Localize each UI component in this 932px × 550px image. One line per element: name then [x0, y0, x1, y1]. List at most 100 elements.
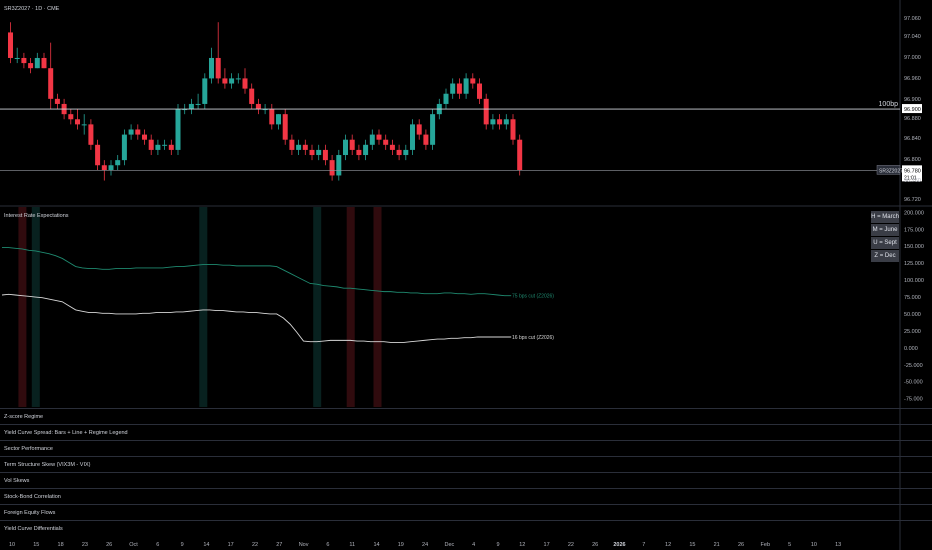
candle-body [28, 63, 34, 69]
candle-body [88, 124, 94, 145]
candle-body [430, 114, 436, 145]
candle-body [249, 88, 255, 104]
y-tick-label: 97.000 [904, 55, 921, 61]
candle-body [503, 119, 509, 125]
candle-body [48, 68, 54, 99]
x-tick-label: Dec [445, 542, 455, 548]
pane-row[interactable]: Stock-Bond Correlation [0, 488, 932, 505]
candle-body [262, 109, 268, 111]
candle-body [322, 149, 328, 161]
y-tick-label: 200.000 [904, 210, 924, 216]
price-hline-100bp: 100bp 96.900 [0, 101, 922, 114]
last-price-countdown: 21:01 [904, 175, 917, 181]
pane-row[interactable]: Yield Curve Differentials [0, 520, 932, 537]
legend-item: U = Sept [871, 237, 899, 249]
x-tick-label: 10 [811, 542, 817, 548]
x-tick-label: 14 [203, 542, 209, 548]
x-tick-label: 22 [568, 542, 574, 548]
candle-body [269, 109, 275, 125]
symbol-tag [876, 165, 901, 175]
candle-body [34, 57, 40, 69]
candle-body [309, 149, 315, 156]
contract-month-legend: H = March M = June U = Sept Z = Dec [871, 211, 899, 263]
candle-body [235, 78, 241, 80]
pane-row[interactable]: Yield Curve Spread: Bars + Line + Regime… [0, 424, 932, 441]
candle-body [396, 149, 402, 156]
symbol-tag-label: SR3Z2027 [879, 168, 903, 174]
y-tick-label: 75.000 [904, 295, 921, 301]
x-tick-label: 14 [373, 542, 379, 548]
candle-body [456, 83, 462, 94]
pane-title: Sector Performance [4, 446, 53, 452]
candle-body [316, 149, 322, 156]
candle-body [121, 134, 127, 161]
x-tick-label: 11 [349, 542, 355, 548]
x-tick-label: 26 [106, 542, 112, 548]
x-tick-label: 12 [665, 542, 671, 548]
x-tick-label: 26 [738, 542, 744, 548]
x-tick-label: 17 [228, 542, 234, 548]
candle-body [389, 144, 395, 150]
x-tick-label: 24 [422, 542, 428, 548]
y-tick-label: 25.000 [904, 329, 921, 335]
candle-body [282, 114, 288, 140]
candle-body [128, 129, 134, 135]
candle-body [477, 83, 482, 99]
candle-body [336, 155, 342, 176]
y-tick-label: 150.000 [904, 244, 924, 250]
x-tick-label: 18 [58, 542, 64, 548]
candle-body [289, 139, 295, 150]
y-tick-label: 96.900 [904, 97, 921, 103]
candle-body [349, 139, 355, 150]
candle-body [403, 149, 409, 156]
x-tick-label: 12 [519, 542, 525, 548]
x-tick-label: 7 [642, 542, 645, 548]
candle-body [510, 119, 516, 140]
y-tick-label: -75.000 [904, 397, 923, 403]
candle-body [363, 144, 369, 156]
pane-title: Stock-Bond Correlation [4, 494, 61, 500]
candle-body [302, 144, 308, 150]
pane-title: Vol Skews [4, 478, 30, 484]
candle-body [383, 139, 389, 145]
x-tick-label: 9 [181, 542, 184, 548]
candle-body [356, 149, 362, 156]
time-x-axis: 10 15 18 23 26 Oct 6 9 14 17 22 27 Nov 6 11 14 19 24 Dec 4 9… [9, 542, 841, 548]
y-tick-label: 0.000 [904, 346, 918, 352]
x-tick-label: 2026 [613, 542, 625, 548]
x-tick-label: Feb [761, 542, 770, 548]
x-tick-label: 4 [472, 542, 475, 548]
pane-row[interactable]: Term Structure Skew (VIX3M - VIX) [0, 456, 932, 473]
legend-item: M = June [871, 224, 899, 236]
candle-body [182, 109, 188, 111]
candle-body [135, 129, 141, 135]
indicator-lines: 75 bps cut (Z2026) 16 bps cut (Z2026) [1, 247, 554, 343]
x-tick-label: 27 [276, 542, 282, 548]
candle-body [255, 103, 261, 110]
series-label: 16 bps cut (Z2026) [512, 335, 554, 341]
indicator-shading-bands [18, 207, 382, 407]
indicator-y-axis: 200.000 175.000 150.000 125.000 100.000 75.00… [904, 210, 924, 402]
candle-body [276, 114, 281, 125]
last-price-tag [902, 165, 922, 182]
candle-body [410, 124, 415, 150]
pane-row[interactable]: Sector Performance [0, 440, 932, 457]
candle-body [148, 139, 154, 150]
x-tick-label: 15 [689, 542, 695, 548]
y-tick-label: -50.000 [904, 380, 923, 386]
y-tick-label: 50.000 [904, 312, 921, 318]
pane-row[interactable]: Z-score Regime [0, 408, 932, 425]
candle-body [416, 124, 422, 135]
candle-body [497, 119, 503, 125]
candle-body [483, 98, 489, 125]
candle-body [369, 134, 375, 145]
pane-row[interactable]: Foreign Equity Flows [0, 504, 932, 521]
hline-price-label: 96.900 [904, 107, 921, 113]
pane-row[interactable]: Vol Skews [0, 472, 932, 489]
y-tick-label: 96.720 [904, 197, 921, 203]
pane-title: Yield Curve Differentials [4, 526, 63, 532]
candle-body [423, 134, 429, 145]
x-tick-label: 5 [788, 542, 791, 548]
candle-body [108, 165, 114, 171]
